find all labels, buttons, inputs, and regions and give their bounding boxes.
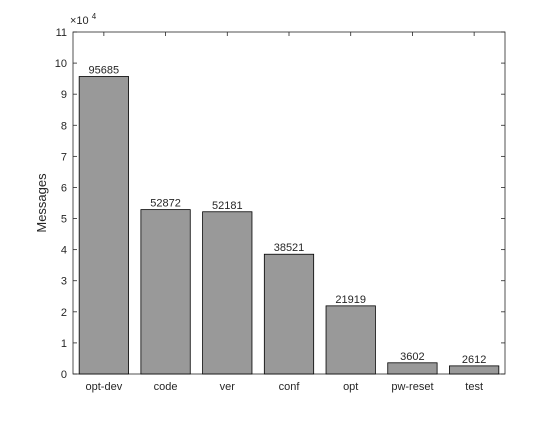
y-tick-label: 0 <box>61 369 67 381</box>
bar-opt <box>325 305 376 375</box>
x-tick-label: pw-reset <box>391 381 433 393</box>
y-tick-label: 6 <box>61 182 67 194</box>
y-scale-base: ×10 <box>70 15 89 27</box>
y-tick-label: 2 <box>61 307 67 319</box>
y-tick-label: 1 <box>61 338 67 350</box>
y-axis-label: Messages <box>34 173 49 233</box>
y-tick-label: 3 <box>61 276 67 288</box>
y-tick-label: 10 <box>55 58 67 70</box>
x-tick-label: conf <box>279 381 301 393</box>
y-tick-label: 9 <box>61 89 67 101</box>
labels-layer: opt-dev 95685 code 52872 ver 52181 conf 38521 op… <box>86 65 487 393</box>
data-label: 38521 <box>274 242 305 254</box>
data-label: 3602 <box>400 351 424 363</box>
y-tick-label: 7 <box>61 151 67 163</box>
y-tick-label: 11 <box>56 27 67 39</box>
y-tick-label: 5 <box>61 214 67 226</box>
data-label: 52872 <box>150 198 181 210</box>
data-label: 21919 <box>335 294 366 306</box>
bar-pw-reset <box>387 362 438 375</box>
bar-ver <box>202 211 253 375</box>
bar-conf <box>263 253 315 375</box>
bar-code <box>140 209 191 375</box>
y-tick-label: 4 <box>61 245 67 257</box>
x-tick-label: opt <box>343 381 358 393</box>
y-scale-exponent: ×10 4 <box>70 12 97 27</box>
x-tick-label: test <box>465 381 483 393</box>
x-tick-label: opt-dev <box>86 381 123 393</box>
y-tick-label: 8 <box>61 120 67 132</box>
bar-test <box>449 365 500 375</box>
data-label: 95685 <box>89 65 120 77</box>
x-tick-label: ver <box>220 381 236 393</box>
y-scale-power: 4 <box>92 12 97 21</box>
x-tick-label: code <box>154 381 178 393</box>
data-label: 2612 <box>462 354 486 366</box>
bars-layer <box>78 76 500 375</box>
data-label: 52181 <box>212 200 243 212</box>
bar-opt-dev <box>78 76 129 375</box>
